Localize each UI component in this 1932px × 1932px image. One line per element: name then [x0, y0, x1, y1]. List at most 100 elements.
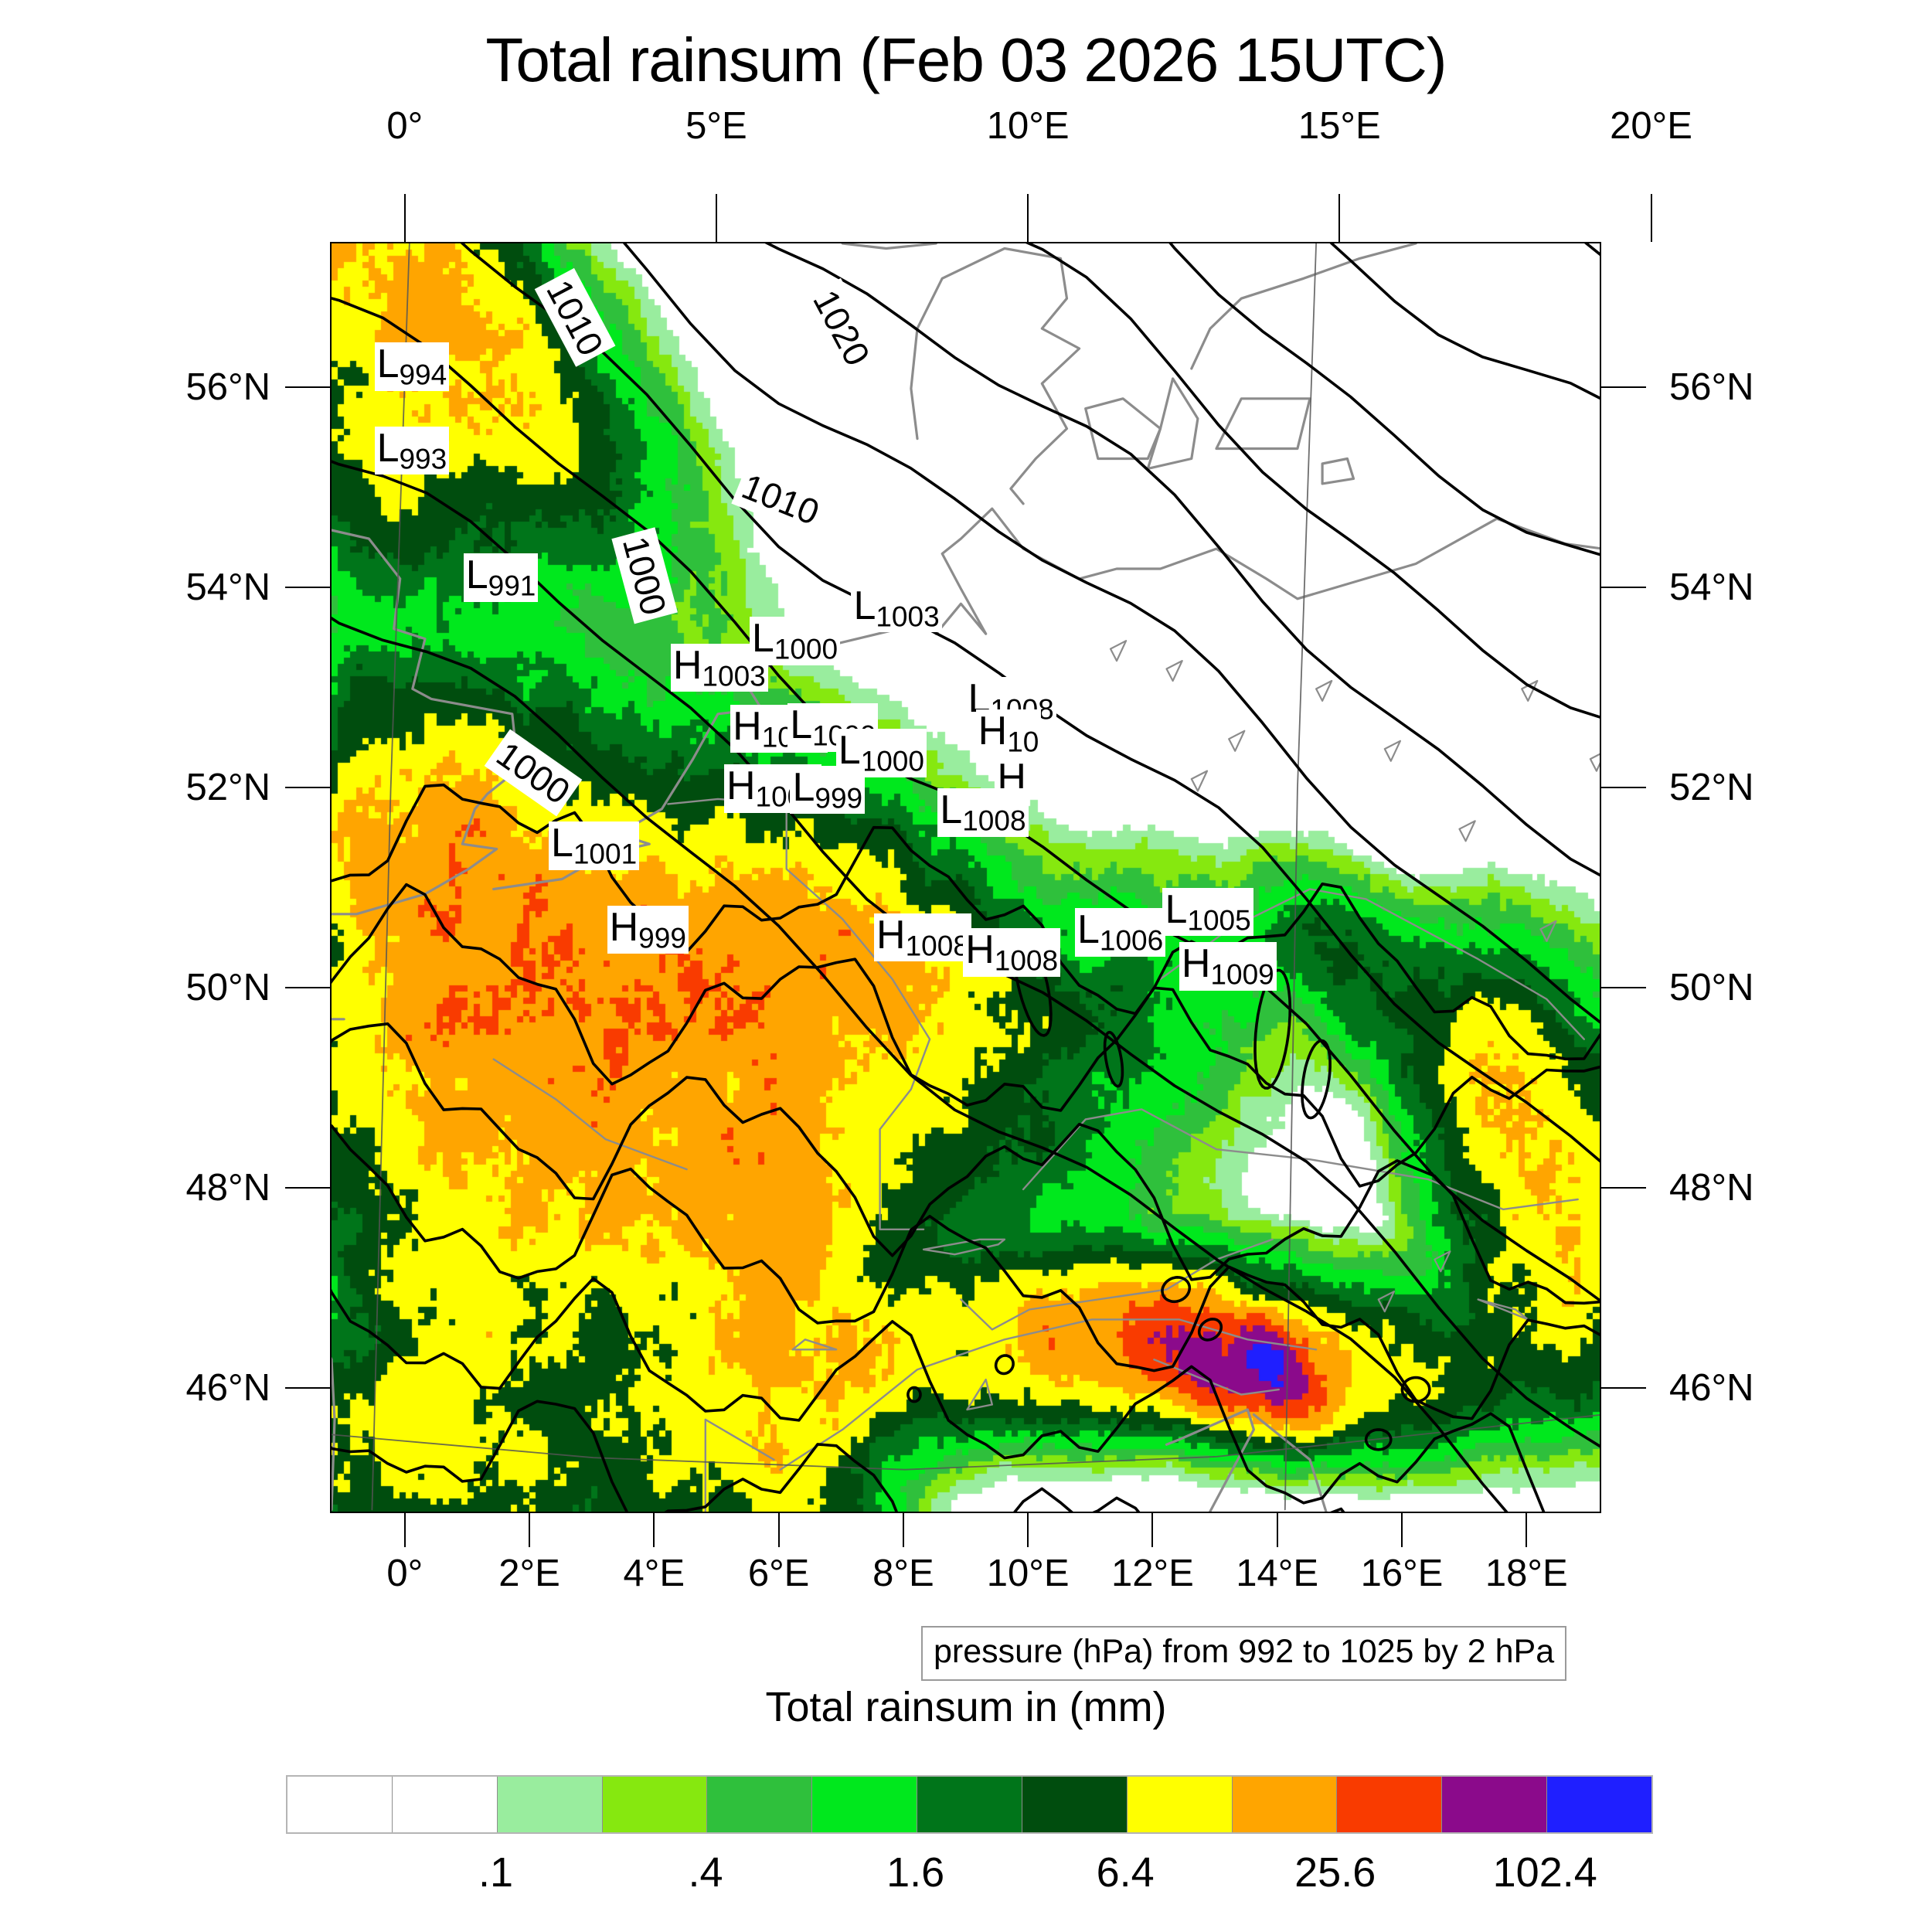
top-axis-tick	[1338, 194, 1341, 242]
left-axis-tick	[285, 986, 330, 988]
pressure-center-label: H999	[607, 905, 689, 954]
page-title: Total rainsum (Feb 03 2026 15UTC)	[485, 26, 1447, 94]
bottom-axis-tick-label: 2°E	[498, 1553, 560, 1594]
pressure-center-value: 1005	[1187, 904, 1251, 937]
map-polyline	[1329, 243, 1600, 400]
right-axis-tick-label: 50°N	[1669, 966, 1754, 1009]
map-polyline	[492, 507, 1600, 891]
right-axis-tick	[1601, 986, 1646, 988]
bottom-axis-tick	[1276, 1513, 1278, 1547]
map-polyline	[1168, 243, 1600, 556]
bottom-axis-tick	[1151, 1513, 1154, 1547]
bottom-axis-tick-label: 8°E	[872, 1553, 934, 1594]
map-polyline	[1377, 1291, 1396, 1313]
pressure-center-type: L	[1165, 886, 1188, 932]
pressure-center-type: H	[733, 703, 762, 749]
colorbar-cell	[1127, 1777, 1233, 1832]
map-polyline	[704, 1418, 775, 1512]
bottom-axis-tick	[1526, 1513, 1528, 1547]
colorbar-cell	[707, 1777, 813, 1832]
bottom-axis-tick	[529, 1513, 531, 1547]
pressure-center-type: H	[978, 709, 1008, 754]
pressure-center-type: L	[376, 425, 400, 471]
map-polyline	[492, 1058, 688, 1171]
map-frame	[330, 242, 1601, 1513]
map-polyline	[332, 529, 517, 916]
bottom-axis-tick	[1027, 1513, 1029, 1547]
bottom-axis-tick-label: 18°E	[1485, 1553, 1568, 1594]
left-axis-tick-label: 56°N	[185, 366, 270, 408]
pressure-center-type: H	[672, 642, 702, 688]
top-axis-tick-label: 5°E	[685, 105, 747, 147]
map-polyline	[1197, 1318, 1223, 1342]
map-polyline	[966, 1378, 993, 1411]
map-polyline	[1026, 243, 1600, 719]
pressure-center-type: L	[1077, 906, 1100, 952]
top-axis-tick-label: 20°E	[1610, 105, 1692, 147]
pressure-center-type: L	[376, 341, 400, 386]
map-polyline	[1146, 377, 1199, 470]
pressure-center-label: L991	[463, 553, 539, 602]
colorbar-cell	[1547, 1777, 1651, 1832]
pressure-center-value: 1000	[860, 745, 924, 777]
top-axis-tick	[403, 194, 406, 242]
map-polyline	[1321, 457, 1355, 485]
map-polyline	[1252, 1413, 1328, 1512]
bottom-axis-tick	[902, 1513, 904, 1547]
colorbar-cell	[1022, 1777, 1128, 1832]
map-polyline	[1165, 659, 1183, 682]
pressure-center-label: L994	[374, 341, 450, 391]
map-polyline	[622, 243, 1600, 1024]
colorbar-cell	[917, 1777, 1022, 1832]
colorbar-tick-label: .1	[478, 1849, 514, 1896]
pressure-center-type: L	[550, 821, 573, 866]
map-polyline	[1190, 770, 1209, 792]
pressure-center-label: L999	[790, 765, 866, 815]
map-polyline	[1228, 730, 1246, 752]
bottom-axis-tick	[777, 1513, 780, 1547]
pressure-center-type: H	[876, 912, 906, 957]
right-axis-tick	[1601, 1387, 1646, 1389]
colorbar-title: Total rainsum in (mm)	[765, 1684, 1167, 1730]
map-polyline	[994, 1354, 1015, 1376]
right-axis-tick	[1601, 786, 1646, 788]
pressure-center-value: 999	[638, 922, 686, 954]
right-axis-tick	[1601, 1187, 1646, 1189]
map-polyline	[1103, 1030, 1124, 1088]
pressure-center-label: L993	[374, 425, 450, 475]
map-polyline	[1253, 968, 1292, 1090]
bottom-axis-tick-label: 16°E	[1360, 1553, 1444, 1594]
pressure-center-type: L	[853, 583, 876, 628]
colorbar-cell	[1337, 1777, 1443, 1832]
pressure-center-value: 999	[815, 782, 863, 815]
map-polyline	[779, 1318, 1318, 1471]
map-polyline	[332, 1022, 1600, 1305]
right-axis-tick-label: 52°N	[1669, 766, 1754, 808]
top-axis-tick	[1027, 194, 1029, 242]
colorbar-cell	[812, 1777, 918, 1832]
map-polyline	[1539, 920, 1557, 942]
pressure-center-value: 994	[399, 359, 447, 391]
pressure-center-value: 1006	[1099, 924, 1164, 957]
map-polyline	[1190, 243, 1417, 370]
pressure-center-value: 1003	[876, 600, 940, 633]
right-axis-tick	[1601, 586, 1646, 588]
map-polyline	[332, 1124, 1600, 1420]
top-axis-tick-label: 10°E	[986, 105, 1070, 147]
pressure-center-label: L1006	[1074, 906, 1166, 957]
left-axis-tick	[285, 586, 330, 588]
bottom-axis-tick-label: 14°E	[1236, 1553, 1319, 1594]
map-polyline	[371, 243, 410, 1511]
map-polyline	[906, 1386, 922, 1403]
right-axis-tick-label: 54°N	[1669, 566, 1754, 608]
colorbar-cell	[1232, 1777, 1338, 1832]
right-axis-tick-label: 48°N	[1669, 1167, 1754, 1209]
map-plot-area: L994L993L991H1003L1000L1003H1003L1000L10…	[330, 242, 1601, 1513]
map-polyline	[1284, 243, 1317, 1511]
map-polyline	[1458, 820, 1476, 842]
pressure-center-value: 1009	[1210, 959, 1274, 991]
pressure-center-label: L1000	[835, 729, 927, 777]
pressure-center-value: 1008	[905, 930, 969, 962]
precipitation-raster	[332, 243, 1600, 1512]
